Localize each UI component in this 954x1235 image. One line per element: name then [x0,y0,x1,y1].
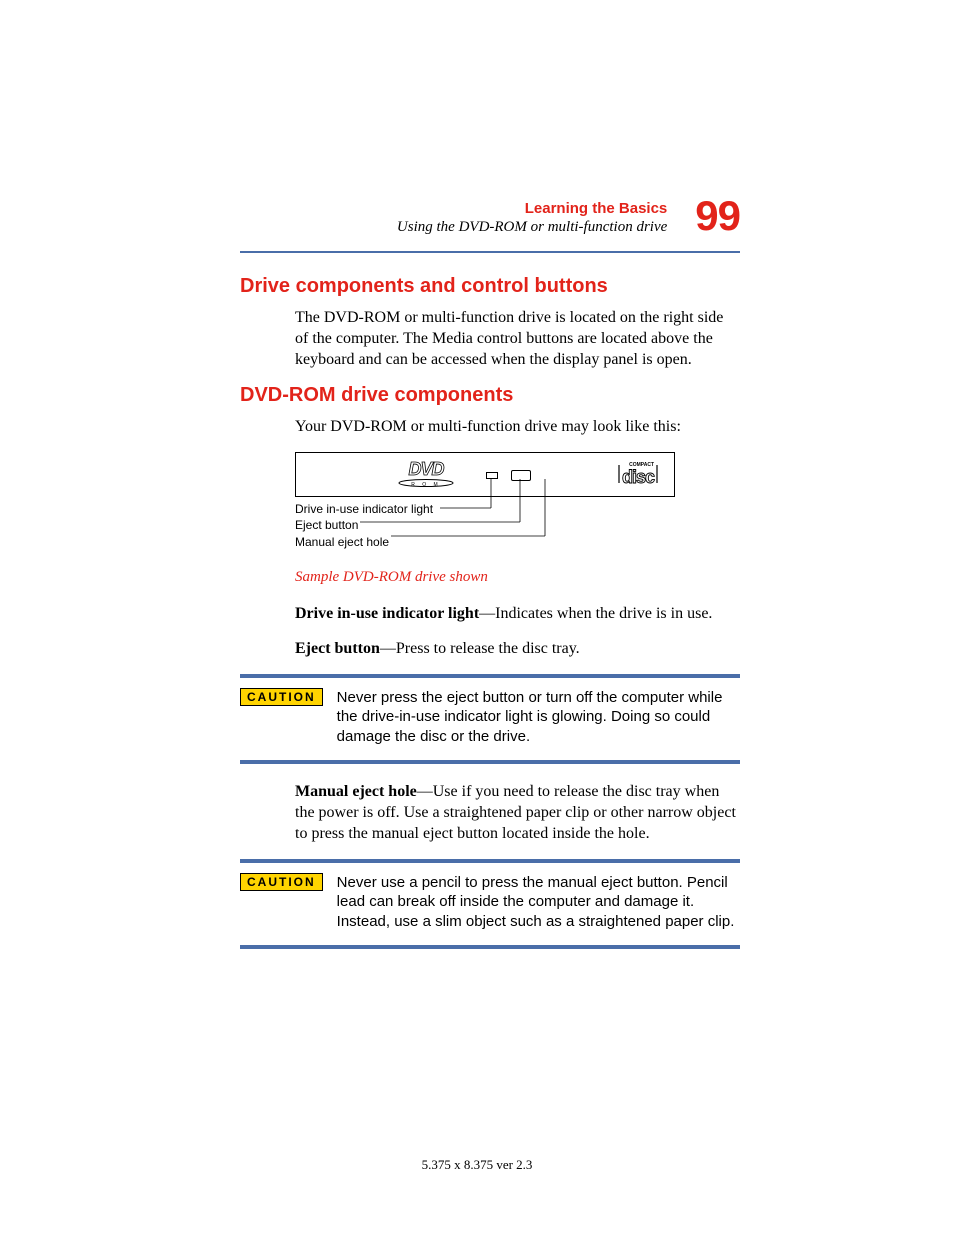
heading-drive-components: Drive components and control buttons [240,275,740,298]
section-title: Using the DVD-ROM or multi-function driv… [397,218,667,237]
def-indicator-light: Drive in-use indicator light—Indicates w… [295,604,740,625]
caution-block-2: CAUTION Never use a pencil to press the … [240,859,740,950]
page-header: Learning the Basics Using the DVD-ROM or… [240,195,740,237]
drive-figure: DVD R O M COMPACT disc Drive in-use ind [295,452,740,561]
def-term: Drive in-use indicator light [295,605,479,622]
page-footer: 5.375 x 8.375 ver 2.3 [0,1157,954,1173]
lead-paragraph: Your DVD-ROM or multi-function drive may… [295,417,740,438]
def-manual-eject: Manual eject hole—Use if you need to rel… [295,782,740,844]
heading-dvd-rom: DVD-ROM drive components [240,384,740,407]
caution-text: Never press the eject button or turn off… [337,688,740,747]
intro-paragraph: The DVD-ROM or multi-function drive is l… [295,308,740,370]
def-term: Manual eject hole [295,783,417,800]
def-text: —Indicates when the drive is in use. [479,605,712,622]
callout-eject-button: Eject button [295,518,360,532]
callout-indicator-light: Drive in-use indicator light [295,502,435,516]
header-rule [240,251,740,253]
figure-caption: Sample DVD-ROM drive shown [295,569,740,586]
def-term: Eject button [295,640,380,657]
caution-text: Never use a pencil to press the manual e… [337,873,740,932]
caution-block-1: CAUTION Never press the eject button or … [240,674,740,765]
caution-badge: CAUTION [240,873,323,891]
chapter-title: Learning the Basics [525,200,668,219]
caution-badge: CAUTION [240,688,323,706]
def-eject-button: Eject button—Press to release the disc t… [295,639,740,660]
page-number: 99 [695,195,740,237]
def-text: —Press to release the disc tray. [380,640,580,657]
callout-manual-eject: Manual eject hole [295,535,391,549]
figure-callouts: Drive in-use indicator light Eject butto… [295,501,675,561]
